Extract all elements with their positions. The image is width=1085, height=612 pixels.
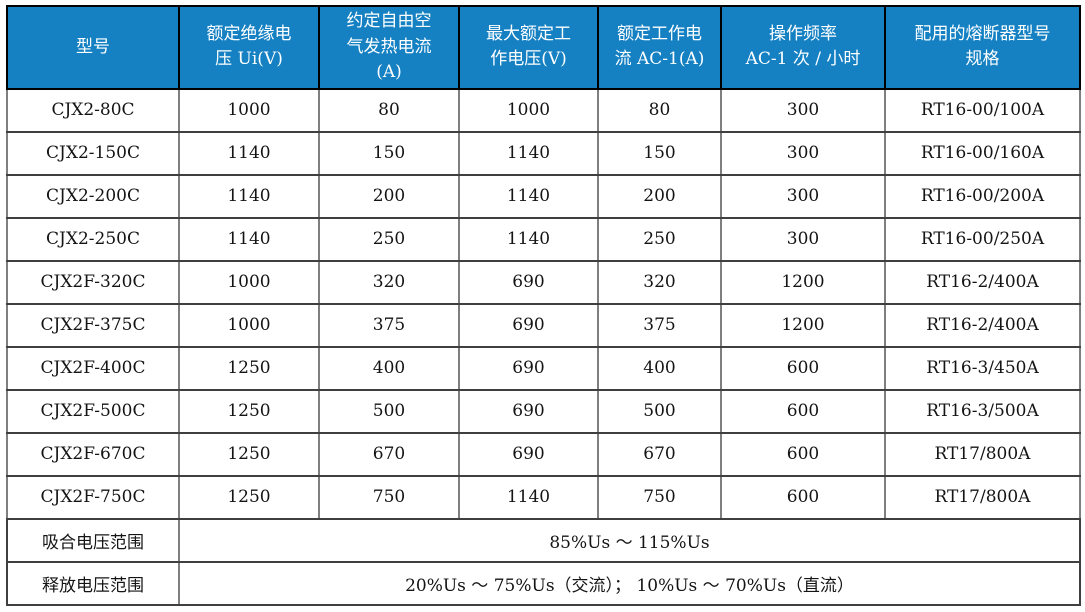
max-working-voltage-cell: 690 <box>458 259 599 305</box>
thermal-current-cell: 80 <box>318 87 460 133</box>
model-cell: CJX2-250C <box>6 216 180 262</box>
pickup-voltage-label: 吸合电压范围 <box>6 517 180 563</box>
operation-frequency-cell: 1200 <box>720 259 886 305</box>
table-row: CJX2-250C 1140 250 1140 250 300 RT16-00/… <box>6 216 1081 262</box>
table-row: CJX2-200C 1140 200 1140 200 300 RT16-00/… <box>6 173 1081 219</box>
model-cell: CJX2F-400C <box>6 345 180 391</box>
insulation-voltage-cell: 1140 <box>178 130 320 176</box>
rated-current-ac1-cell: 400 <box>597 345 722 391</box>
rated-current-ac1-cell: 750 <box>597 474 722 520</box>
thermal-current-cell: 150 <box>318 130 460 176</box>
table-row: CJX2F-500C 1250 500 690 500 600 RT16-3/5… <box>6 388 1081 434</box>
max-working-voltage-cell: 690 <box>458 388 599 434</box>
model-cell: CJX2F-500C <box>6 388 180 434</box>
header-cell-thermal-current: 约定自由空 气发热电流 (A) <box>318 5 460 90</box>
fuse-spec-cell: RT16-00/160A <box>884 130 1081 176</box>
rated-current-ac1-cell: 500 <box>597 388 722 434</box>
operation-frequency-cell: 600 <box>720 431 886 477</box>
fuse-spec-cell: RT16-00/200A <box>884 173 1081 219</box>
thermal-current-cell: 670 <box>318 431 460 477</box>
model-cell: CJX2-200C <box>6 173 180 219</box>
rated-current-ac1-cell: 250 <box>597 216 722 262</box>
max-working-voltage-cell: 1140 <box>458 173 599 219</box>
model-cell: CJX2F-750C <box>6 474 180 520</box>
fuse-spec-cell: RT16-00/100A <box>884 87 1081 133</box>
thermal-current-cell: 320 <box>318 259 460 305</box>
operation-frequency-cell: 1200 <box>720 302 886 348</box>
thermal-current-cell: 500 <box>318 388 460 434</box>
max-working-voltage-cell: 1140 <box>458 216 599 262</box>
rated-current-ac1-cell: 150 <box>597 130 722 176</box>
fuse-spec-cell: RT16-00/250A <box>884 216 1081 262</box>
header-cell-rated-current-ac1: 额定工作电 流 AC-1(A) <box>597 5 722 90</box>
model-cell: CJX2F-320C <box>6 259 180 305</box>
thermal-current-cell: 200 <box>318 173 460 219</box>
insulation-voltage-cell: 1000 <box>178 302 320 348</box>
insulation-voltage-cell: 1250 <box>178 345 320 391</box>
header-cell-insulation-voltage: 额定绝缘电 压 Ui(V) <box>178 5 320 90</box>
rated-current-ac1-cell: 670 <box>597 431 722 477</box>
thermal-current-cell: 250 <box>318 216 460 262</box>
operation-frequency-cell: 300 <box>720 130 886 176</box>
model-cell: CJX2-150C <box>6 130 180 176</box>
thermal-current-cell: 400 <box>318 345 460 391</box>
header-row: 型号 额定绝缘电 压 Ui(V) 约定自由空 气发热电流 (A) 最大额定工 作… <box>6 5 1081 90</box>
max-working-voltage-cell: 690 <box>458 345 599 391</box>
insulation-voltage-cell: 1250 <box>178 474 320 520</box>
model-cell: CJX2F-375C <box>6 302 180 348</box>
contactor-spec-table: 型号 额定绝缘电 压 Ui(V) 约定自由空 气发热电流 (A) 最大额定工 作… <box>6 5 1081 607</box>
model-cell: CJX2-80C <box>6 87 180 133</box>
pickup-voltage-row: 吸合电压范围 85%Us ～ 115%Us <box>6 517 1081 563</box>
insulation-voltage-cell: 1140 <box>178 173 320 219</box>
rated-current-ac1-cell: 200 <box>597 173 722 219</box>
rated-current-ac1-cell: 375 <box>597 302 722 348</box>
table-body: CJX2-80C 1000 80 1000 80 300 RT16-00/100… <box>6 87 1081 607</box>
header-cell-fuse-spec: 配用的熔断器型号 规格 <box>884 5 1081 90</box>
fuse-spec-cell: RT17/800A <box>884 474 1081 520</box>
table-header: 型号 额定绝缘电 压 Ui(V) 约定自由空 气发热电流 (A) 最大额定工 作… <box>6 5 1081 90</box>
table-row: CJX2F-375C 1000 375 690 375 1200 RT16-2/… <box>6 302 1081 348</box>
insulation-voltage-cell: 1140 <box>178 216 320 262</box>
fuse-spec-cell: RT16-3/450A <box>884 345 1081 391</box>
insulation-voltage-cell: 1000 <box>178 259 320 305</box>
fuse-spec-cell: RT16-2/400A <box>884 302 1081 348</box>
operation-frequency-cell: 300 <box>720 87 886 133</box>
table-row: CJX2-80C 1000 80 1000 80 300 RT16-00/100… <box>6 87 1081 133</box>
rated-current-ac1-cell: 80 <box>597 87 722 133</box>
table-row: CJX2F-670C 1250 670 690 670 600 RT17/800… <box>6 431 1081 477</box>
release-voltage-label: 释放电压范围 <box>6 560 180 607</box>
max-working-voltage-cell: 1140 <box>458 130 599 176</box>
max-working-voltage-cell: 690 <box>458 431 599 477</box>
pickup-voltage-value: 85%Us ～ 115%Us <box>178 517 1081 563</box>
fuse-spec-cell: RT16-2/400A <box>884 259 1081 305</box>
model-cell: CJX2F-670C <box>6 431 180 477</box>
insulation-voltage-cell: 1000 <box>178 87 320 133</box>
table-row: CJX2F-320C 1000 320 690 320 1200 RT16-2/… <box>6 259 1081 305</box>
max-working-voltage-cell: 1000 <box>458 87 599 133</box>
table-row: CJX2F-750C 1250 750 1140 750 600 RT17/80… <box>6 474 1081 520</box>
operation-frequency-cell: 600 <box>720 474 886 520</box>
release-voltage-row: 释放电压范围 20%Us ～ 75%Us（交流）； 10%Us ～ 70%Us（… <box>6 560 1081 607</box>
operation-frequency-cell: 300 <box>720 216 886 262</box>
header-cell-max-working-voltage: 最大额定工 作电压(V) <box>458 5 599 90</box>
max-working-voltage-cell: 1140 <box>458 474 599 520</box>
table-row: CJX2F-400C 1250 400 690 400 600 RT16-3/4… <box>6 345 1081 391</box>
table-row: CJX2-150C 1140 150 1140 150 300 RT16-00/… <box>6 130 1081 176</box>
rated-current-ac1-cell: 320 <box>597 259 722 305</box>
header-cell-operation-frequency: 操作频率 AC-1 次 / 小时 <box>720 5 886 90</box>
insulation-voltage-cell: 1250 <box>178 388 320 434</box>
max-working-voltage-cell: 690 <box>458 302 599 348</box>
operation-frequency-cell: 300 <box>720 173 886 219</box>
thermal-current-cell: 750 <box>318 474 460 520</box>
thermal-current-cell: 375 <box>318 302 460 348</box>
fuse-spec-cell: RT16-3/500A <box>884 388 1081 434</box>
fuse-spec-cell: RT17/800A <box>884 431 1081 477</box>
header-cell-model: 型号 <box>6 5 180 90</box>
release-voltage-value: 20%Us ～ 75%Us（交流）； 10%Us ～ 70%Us（直流） <box>178 560 1081 607</box>
operation-frequency-cell: 600 <box>720 388 886 434</box>
operation-frequency-cell: 600 <box>720 345 886 391</box>
insulation-voltage-cell: 1250 <box>178 431 320 477</box>
